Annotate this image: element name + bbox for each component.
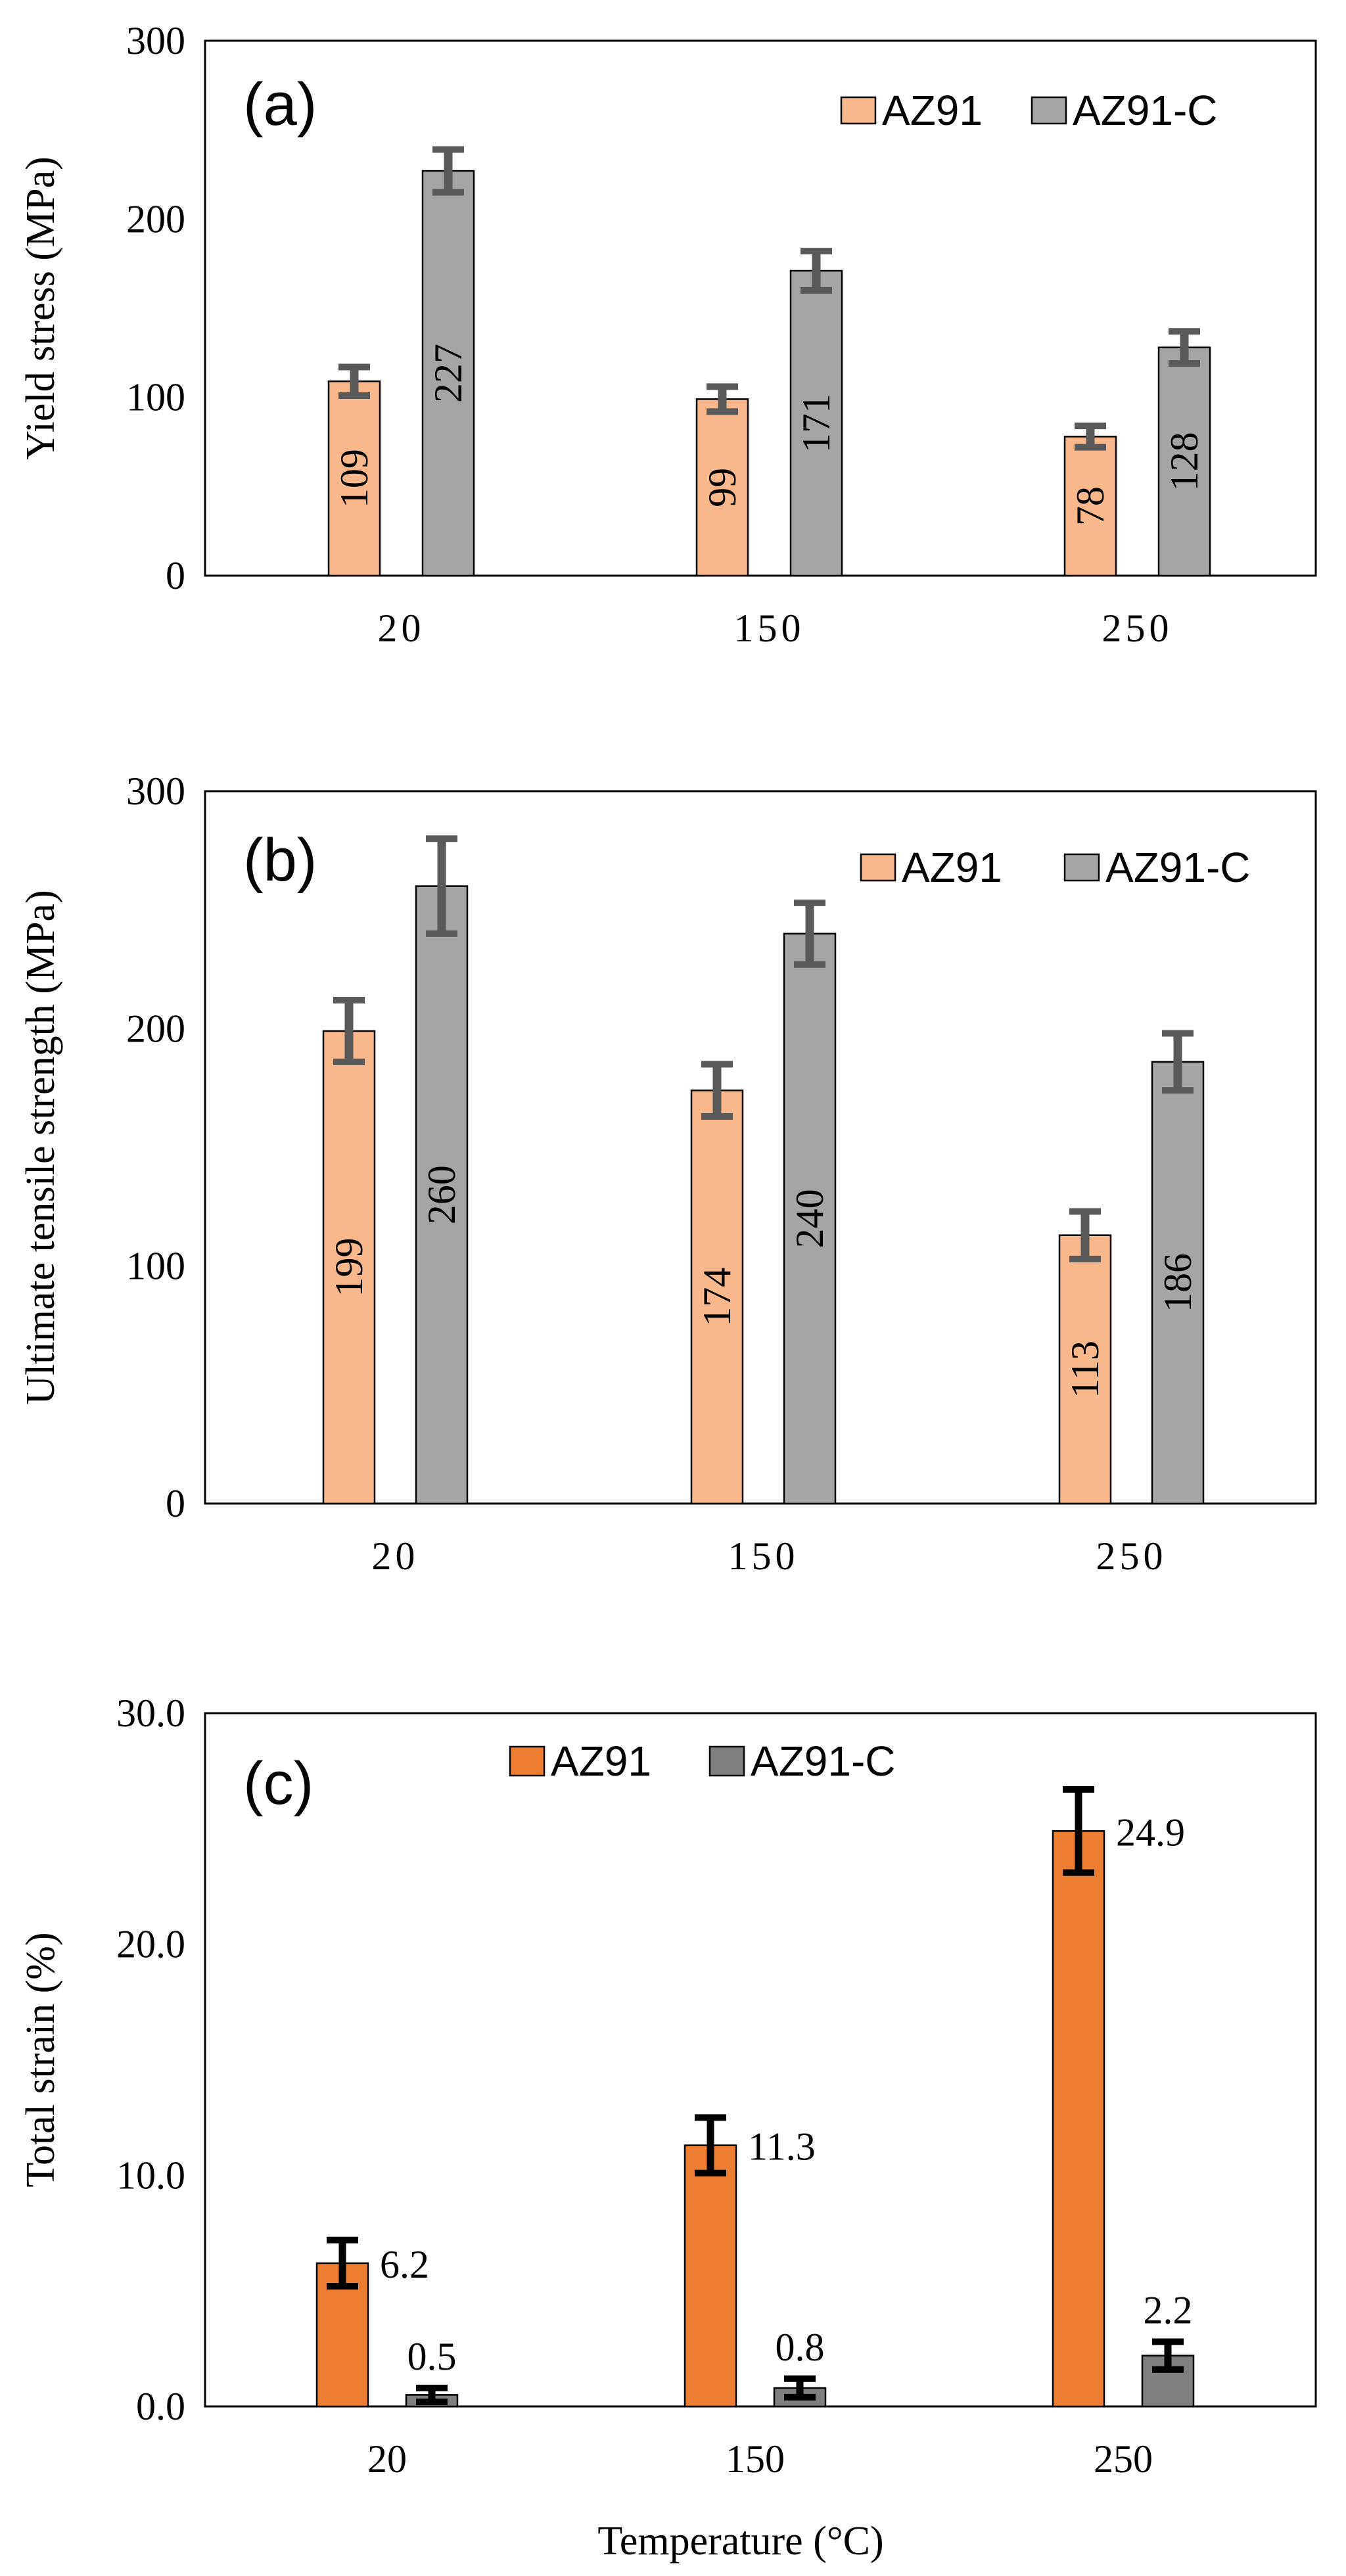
- data-label: 260: [420, 1165, 463, 1224]
- legend-label-az91: AZ91: [882, 87, 983, 134]
- y-tick-label: 30.0: [116, 1691, 185, 1735]
- data-label: 6.2: [380, 2243, 429, 2286]
- legend-swatch-az91-c: [708, 1745, 745, 1777]
- data-label: 109: [333, 449, 376, 508]
- y-tick-label: 100: [126, 376, 185, 419]
- y-tick-label: 0.0: [136, 2385, 185, 2428]
- data-label: 0.8: [776, 2326, 825, 2369]
- legend-label-az91-c: AZ91-C: [1073, 87, 1218, 134]
- x-tick-label: 20: [378, 607, 425, 650]
- panel-label: (b): [243, 827, 317, 894]
- legend-label-az91: AZ91: [902, 844, 1002, 891]
- bar-az91-250: [1063, 436, 1117, 577]
- y-tick-label: 0: [166, 554, 185, 597]
- bar-az91-c-150: [789, 269, 843, 577]
- legend-swatch-az91: [860, 853, 896, 882]
- y-axis-label: Yield stress (MPa): [18, 156, 63, 460]
- y-tick-label: 200: [126, 1007, 185, 1050]
- data-label: 174: [695, 1268, 739, 1327]
- y-tick-label: 300: [126, 770, 185, 813]
- data-label: 128: [1163, 432, 1206, 491]
- y-tick-label: 100: [126, 1245, 185, 1288]
- x-tick-label: 250: [1096, 1534, 1167, 1578]
- bar-az91-c-20: [415, 885, 469, 1505]
- x-tick-label: 250: [1094, 2437, 1153, 2481]
- plot-frame: [204, 790, 1317, 1505]
- legend-swatch-az91: [509, 1745, 545, 1777]
- x-tick-label: 20: [372, 1534, 419, 1578]
- data-label: 186: [1156, 1253, 1199, 1312]
- legend-swatch-az91-c: [1031, 96, 1067, 125]
- x-tick-label: 150: [734, 607, 805, 650]
- bar-az91-150: [690, 1090, 744, 1505]
- panel-label: (a): [243, 71, 317, 138]
- x-axis-label: Temperature (°C): [597, 2519, 883, 2564]
- chart-panel-b: 0 100 200 300 Ultimate tensile strength (MPa…: [18, 770, 1317, 1578]
- y-tick-label: 300: [126, 19, 185, 62]
- data-label: 171: [795, 394, 838, 453]
- bar-az91-150: [695, 398, 749, 577]
- data-label: 240: [788, 1189, 831, 1248]
- x-tick-label: 20: [367, 2437, 407, 2481]
- legend-label-az91-c: AZ91-C: [1105, 844, 1251, 891]
- chart-panel-a: 0 100 200 300 Yield stress (MPa) (a) 109 227 20 9…: [18, 19, 1317, 650]
- x-tick-label: 150: [728, 1534, 799, 1578]
- bar-az91-c-250: [1157, 346, 1211, 577]
- legend-swatch-az91-c: [1063, 853, 1100, 882]
- y-tick-label: 0: [166, 1482, 185, 1525]
- data-label: 113: [1063, 1341, 1107, 1398]
- panel-label: (c): [243, 1750, 313, 1817]
- legend-label-az91: AZ91: [551, 1737, 651, 1785]
- plot-frame: [204, 39, 1317, 577]
- y-axis-label: Ultimate tensile strength (MPa): [18, 890, 63, 1404]
- data-label: 2.2: [1144, 2289, 1193, 2332]
- y-tick-label: 20.0: [116, 1923, 185, 1966]
- y-tick-label: 200: [126, 197, 185, 241]
- bar-az91-c-250: [1151, 1061, 1205, 1505]
- chart-panel-c: 0.0 10.0 20.0 30.0 Total strain (%) (c) 6.2 0.5…: [18, 1691, 1317, 2564]
- bar-az91-250: [1058, 1234, 1112, 1505]
- data-label: 199: [327, 1237, 371, 1297]
- data-label: 24.9: [1116, 1810, 1185, 1854]
- legend-label-az91-c: AZ91-C: [751, 1737, 896, 1785]
- data-label: 78: [1069, 486, 1112, 526]
- data-label: 99: [701, 468, 744, 507]
- bar-az91-250: [1052, 1830, 1105, 2408]
- legend-swatch-az91: [840, 96, 877, 125]
- bar-az91-150: [684, 2144, 737, 2408]
- plot-frame: [204, 1712, 1317, 2408]
- data-label: 11.3: [748, 2125, 816, 2169]
- data-label: 227: [427, 344, 470, 403]
- x-tick-label: 150: [726, 2437, 785, 2481]
- y-axis-label: Total strain (%): [18, 1932, 63, 2187]
- x-tick-label: 250: [1102, 607, 1173, 650]
- y-tick-label: 10.0: [116, 2153, 185, 2197]
- data-label: 0.5: [407, 2335, 457, 2378]
